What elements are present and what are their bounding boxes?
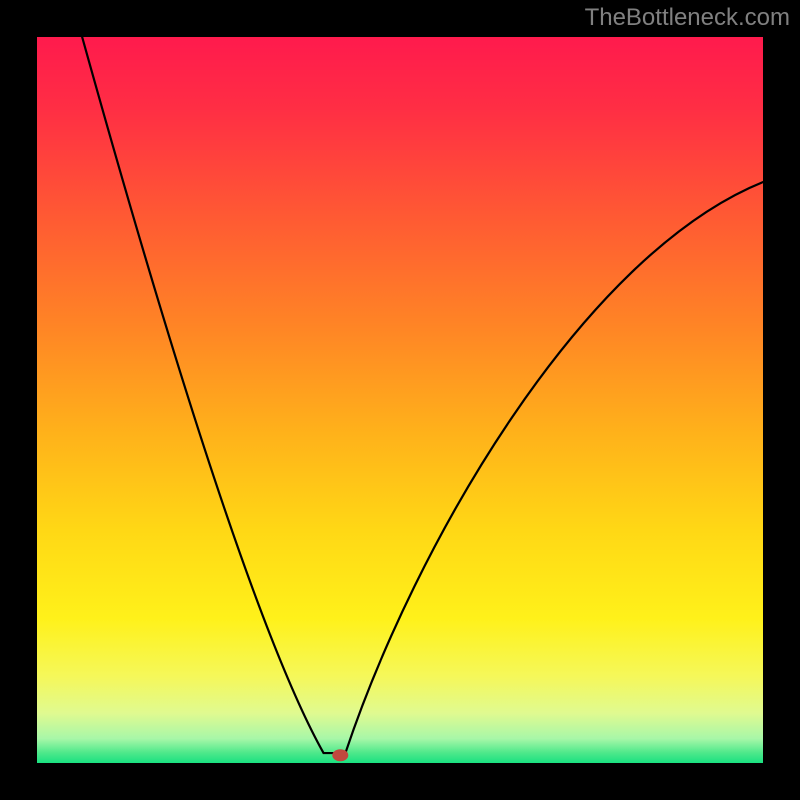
gradient-background [36,36,764,764]
chart-container: TheBottleneck.com [0,0,800,800]
watermark-text: TheBottleneck.com [585,4,790,32]
minimum-marker [332,749,348,761]
bottleneck-chart-svg [0,0,800,800]
